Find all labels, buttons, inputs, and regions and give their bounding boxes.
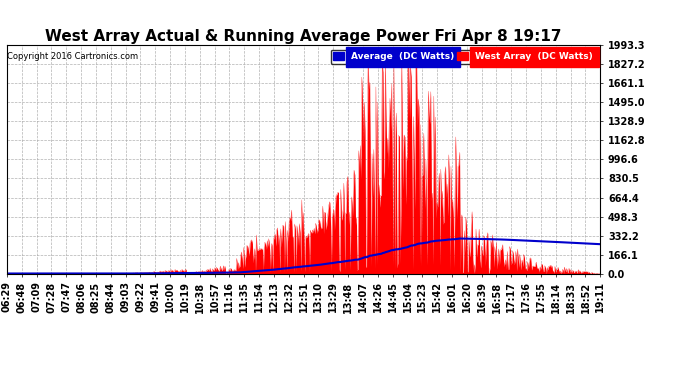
Title: West Array Actual & Running Average Power Fri Apr 8 19:17: West Array Actual & Running Average Powe… — [46, 29, 562, 44]
Legend: Average  (DC Watts), West Array  (DC Watts): Average (DC Watts), West Array (DC Watts… — [331, 50, 595, 64]
Text: Copyright 2016 Cartronics.com: Copyright 2016 Cartronics.com — [8, 52, 139, 61]
